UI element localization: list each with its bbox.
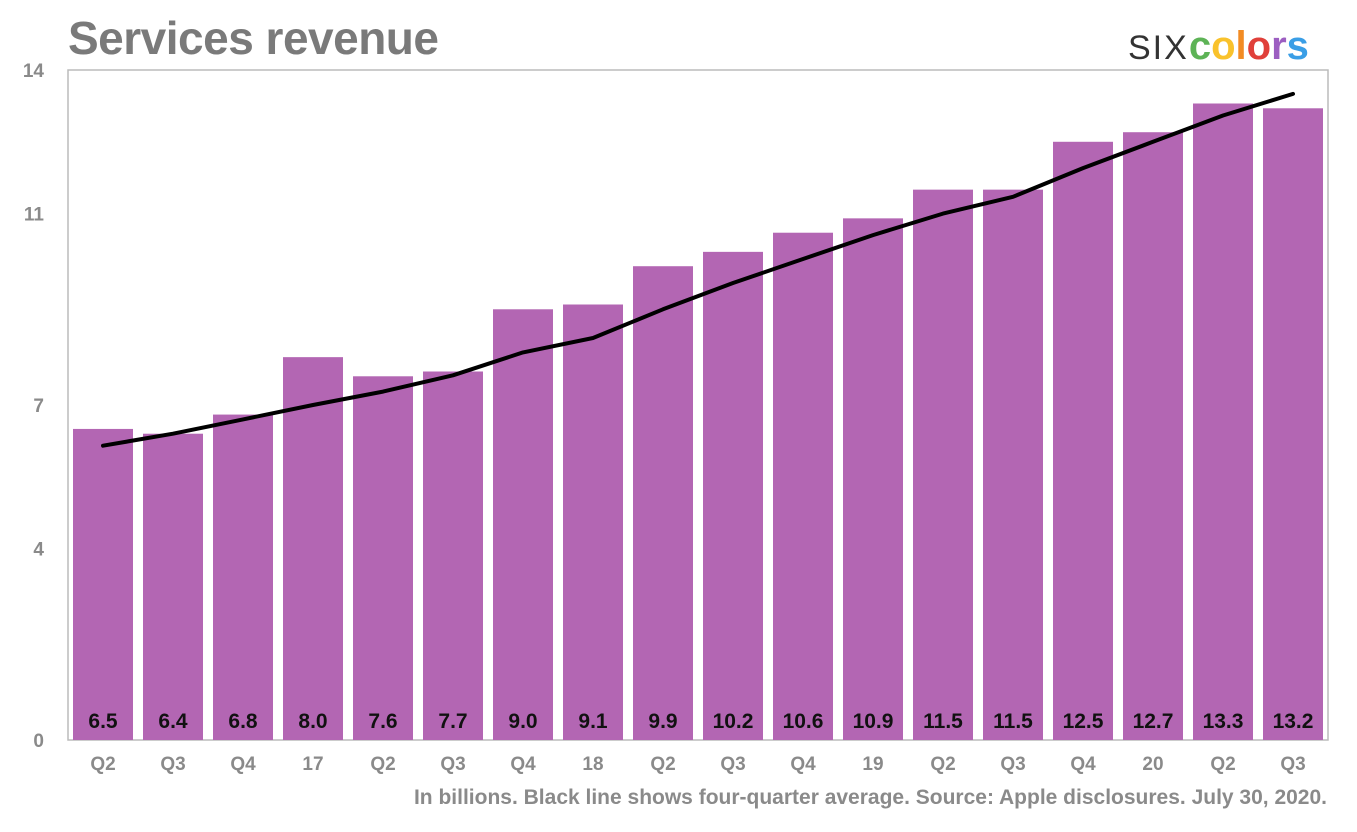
footer-note: In billions. Black line shows four-quart… — [413, 786, 1327, 809]
logo-prefix: SIX — [1128, 29, 1189, 67]
bar — [73, 428, 133, 740]
logo-letter-o2: o — [1246, 24, 1272, 68]
y-tick-label: 4 — [33, 540, 44, 561]
x-tick-label: 19 — [862, 754, 883, 775]
bar-value-label: 10.9 — [853, 710, 894, 733]
bar — [633, 266, 693, 740]
x-tick-label: Q3 — [720, 754, 745, 775]
y-tick-label: 7 — [33, 396, 44, 417]
logo-letter-o: o — [1211, 24, 1236, 68]
bar — [1263, 108, 1323, 741]
logo-letter-c: c — [1188, 24, 1212, 68]
x-tick-label: Q2 — [650, 754, 675, 775]
x-tick-label: Q2 — [1210, 754, 1235, 775]
x-tick-label: Q2 — [370, 754, 395, 775]
x-tick-label: Q3 — [440, 754, 465, 775]
x-tick-label: Q4 — [230, 754, 256, 775]
x-tick-label: Q2 — [930, 754, 955, 775]
bar — [773, 232, 833, 740]
four-quarter-average-line — [101, 91, 1295, 448]
y-tick-label: 11 — [24, 205, 45, 226]
bar-value-label: 13.3 — [1203, 710, 1244, 733]
bar — [143, 433, 203, 740]
x-tick-label: Q3 — [160, 754, 185, 775]
y-tick-label: 0 — [33, 731, 44, 752]
bar-value-label: 11.5 — [993, 710, 1033, 733]
bar-value-label: 9.0 — [508, 710, 537, 733]
logo-letter-l: l — [1235, 24, 1247, 68]
bar-value-label: 10.2 — [713, 710, 754, 733]
bar-value-label: 7.6 — [368, 710, 397, 733]
bar — [1053, 141, 1113, 741]
x-tick-label: Q4 — [1070, 754, 1096, 775]
bar-value-label: 6.8 — [228, 710, 258, 733]
bar — [563, 304, 623, 740]
bar-value-label: 10.6 — [783, 710, 824, 733]
chart-title: Services revenue — [68, 12, 439, 64]
bar-value-label: 7.7 — [438, 710, 467, 733]
bar-value-label: 6.5 — [88, 710, 118, 733]
bar — [1193, 103, 1253, 740]
bar — [423, 371, 483, 740]
bar-value-label: 9.1 — [578, 710, 608, 733]
plot-frame — [67, 69, 1329, 741]
bar-value-label: 9.9 — [648, 710, 677, 733]
bar — [983, 189, 1043, 741]
bar — [703, 251, 763, 740]
bar — [283, 357, 343, 740]
x-tick-label: Q2 — [90, 754, 115, 775]
x-tick-label: Q3 — [1000, 754, 1025, 775]
bar — [843, 218, 903, 740]
y-tick-label: 14 — [23, 61, 45, 82]
sixcolors-logo: SIXcolors — [1128, 24, 1309, 70]
bar — [913, 189, 973, 741]
logo-letter-r: r — [1271, 24, 1287, 68]
bar-value-label: 12.7 — [1133, 710, 1174, 733]
x-tick-label: 18 — [582, 754, 603, 775]
bar-value-label: 11.5 — [923, 710, 963, 733]
x-tick-label: 17 — [302, 754, 323, 775]
bar — [493, 309, 553, 740]
bar — [353, 376, 413, 740]
bar-value-label: 13.2 — [1273, 710, 1314, 733]
x-tick-label: Q3 — [1280, 754, 1305, 775]
bar-value-label: 12.5 — [1063, 710, 1104, 733]
logo-letter-s: s — [1286, 24, 1309, 68]
bar-value-label: 8.0 — [298, 710, 327, 733]
bar — [1123, 132, 1183, 740]
x-tick-label: Q4 — [790, 754, 816, 775]
x-tick-label: Q4 — [510, 754, 536, 775]
bar-value-label: 6.4 — [158, 710, 188, 733]
x-tick-label: 20 — [1142, 754, 1163, 775]
bar — [213, 414, 273, 740]
